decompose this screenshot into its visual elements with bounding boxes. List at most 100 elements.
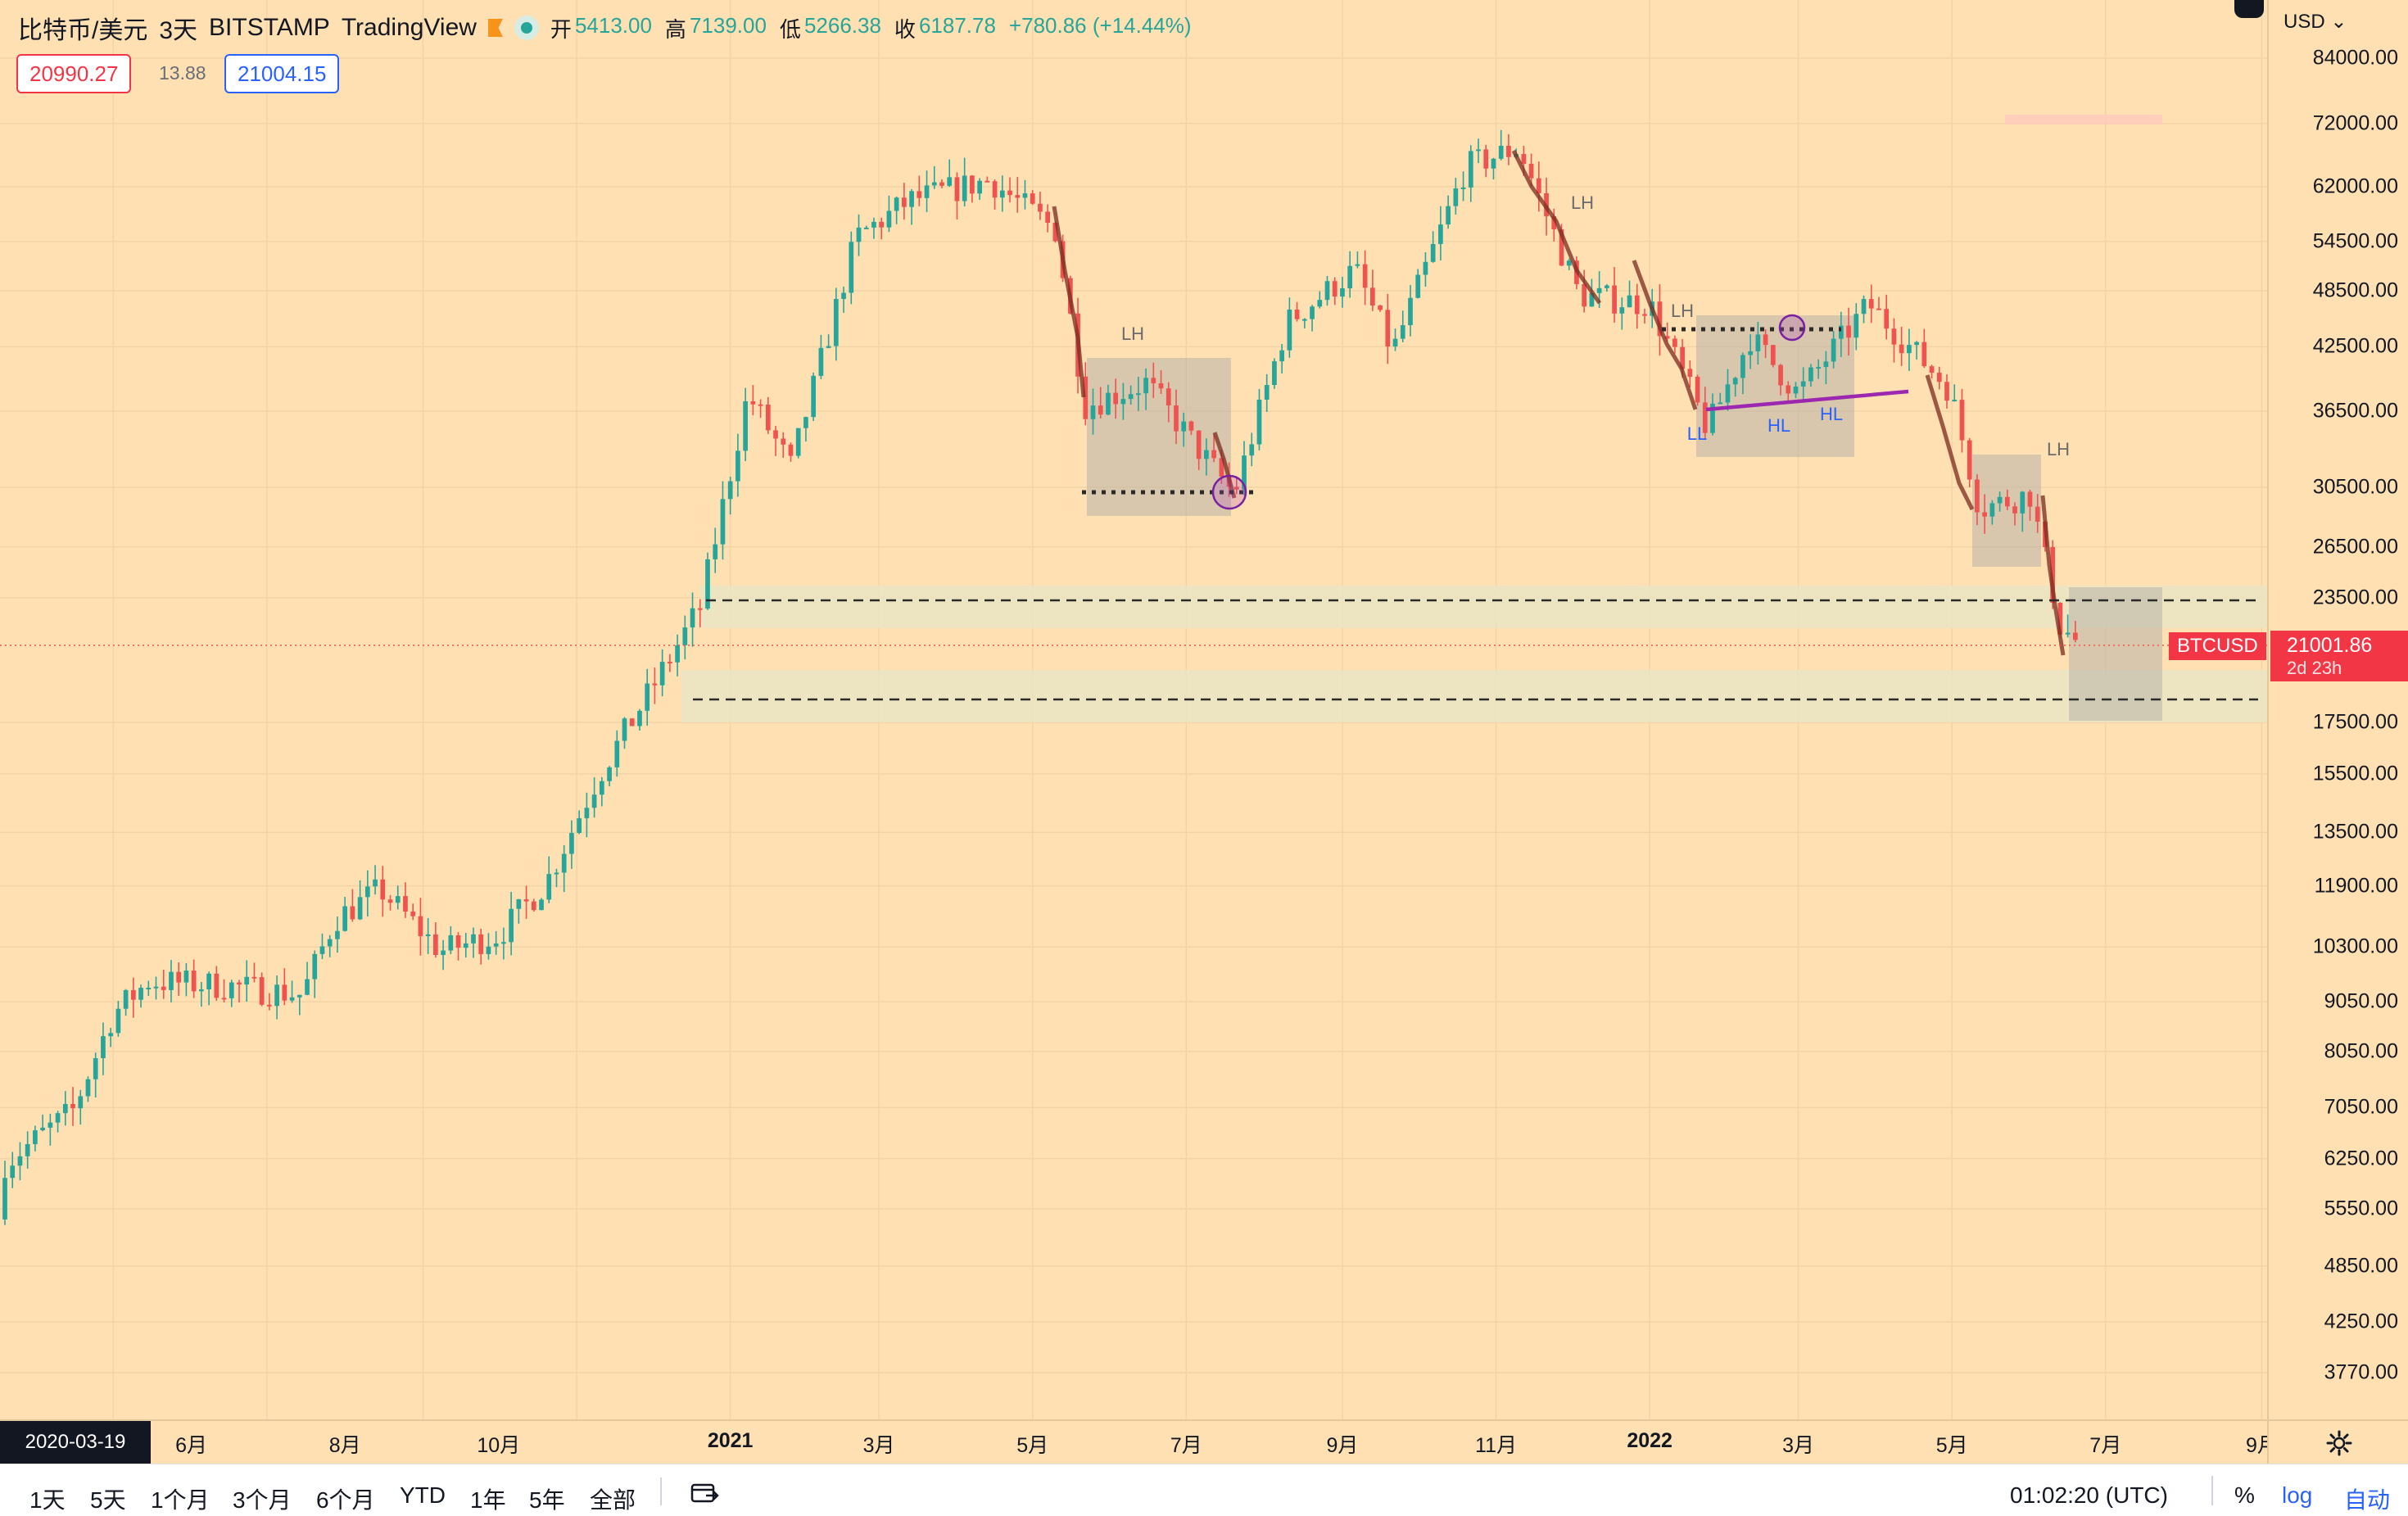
candle-body: [1823, 361, 1829, 368]
candle-body: [1702, 402, 1708, 433]
candle-body: [1347, 265, 1353, 289]
price-tick: 7050.00: [2324, 1095, 2398, 1119]
candle-body: [1876, 308, 1881, 310]
candle-body: [1340, 288, 1345, 297]
candle-body: [463, 943, 468, 948]
candle-body: [1188, 421, 1194, 431]
candle-body: [1256, 399, 1262, 445]
candle-body: [1907, 345, 1912, 354]
candle: [493, 930, 499, 955]
candle: [1551, 208, 1557, 242]
candle-body: [1483, 149, 1489, 169]
candle-body: [607, 767, 612, 781]
candlestick-chart[interactable]: LH LH LH LL HL HL LH: [0, 0, 2267, 1419]
candle-body: [1287, 309, 1292, 351]
price-axis[interactable]: USD ⌄ 84000.00 72000.00 62000.00 54500.00 48…: [2267, 0, 2408, 1419]
candle-body: [274, 984, 279, 1007]
candle: [1899, 326, 1904, 366]
candle-body: [554, 872, 559, 875]
candle-body: [1770, 345, 1776, 365]
auto-scale-button[interactable]: 自动: [2344, 1487, 2391, 1513]
candle: [1725, 369, 1731, 411]
candle-body: [531, 901, 536, 911]
candle-body: [705, 559, 710, 609]
candle: [161, 970, 166, 999]
candle: [871, 217, 876, 239]
candle-body: [93, 1058, 98, 1079]
candle-body: [1317, 300, 1323, 307]
interval-label[interactable]: 3天: [159, 17, 198, 44]
candle: [33, 1125, 38, 1152]
goto-date-icon[interactable]: [690, 1481, 719, 1505]
time-axis[interactable]: 2020-03-19 6月 8月 10月 2021 3月 5月 7月 9月 11月 2022 3月 5…: [0, 1419, 2278, 1465]
range-5y-button[interactable]: 5年: [529, 1487, 565, 1513]
range-3m-button[interactable]: 3个月: [233, 1487, 292, 1513]
candle-body: [1083, 376, 1089, 419]
range-ytd-button[interactable]: YTD: [400, 1482, 446, 1508]
range-1m-button[interactable]: 1个月: [151, 1487, 210, 1513]
utc-clock[interactable]: 01:02:20 (UTC): [2010, 1482, 2168, 1508]
candle-body: [1808, 367, 1813, 382]
candle: [1211, 435, 1216, 463]
candle: [2004, 489, 2010, 510]
log-scale-button[interactable]: log: [2282, 1482, 2313, 1508]
candles: [2, 129, 2078, 1225]
chart-pane[interactable]: LH LH LH LL HL HL LH 比特币/美元 3天 BITSTAMP Tradin…: [0, 0, 2267, 1419]
candle-body: [1476, 149, 1481, 152]
ask-price-box[interactable]: 21004.15: [224, 54, 340, 93]
candle: [1921, 328, 1927, 369]
collapse-icon[interactable]: [2234, 0, 2264, 18]
price-tick: 6250.00: [2324, 1147, 2398, 1170]
currency-selector[interactable]: USD ⌄: [2284, 10, 2347, 34]
gear-icon[interactable]: [2326, 1430, 2352, 1456]
candle: [1135, 377, 1141, 411]
candle-body: [1385, 310, 1391, 347]
candle: [289, 980, 295, 1003]
range-5d-button[interactable]: 5天: [90, 1487, 126, 1513]
candle-body: [736, 450, 740, 482]
range-1y-button[interactable]: 1年: [470, 1487, 506, 1513]
candle-body: [146, 987, 152, 989]
candle: [1385, 293, 1391, 364]
bid-price-box[interactable]: 20990.27: [16, 54, 132, 93]
candle-body: [1135, 393, 1141, 396]
candle: [931, 165, 937, 189]
candle-body: [1589, 292, 1595, 307]
percent-scale-button[interactable]: %: [2234, 1482, 2255, 1508]
candle: [425, 917, 431, 954]
candle: [1498, 129, 1504, 161]
candle: [1884, 294, 1890, 340]
candle: [1831, 331, 1836, 369]
candle: [335, 916, 340, 953]
candle: [1045, 204, 1051, 233]
candle: [1128, 385, 1134, 405]
candle-body: [1128, 394, 1134, 400]
candle-body: [161, 986, 166, 990]
candle-body: [1604, 285, 1609, 288]
range-1d-button[interactable]: 1天: [29, 1487, 66, 1513]
candle-body: [1362, 264, 1368, 288]
candle-body: [788, 444, 794, 456]
candle: [1453, 178, 1459, 215]
candle: [387, 894, 393, 911]
range-6m-button[interactable]: 6个月: [316, 1487, 375, 1513]
time-label: 11月: [1475, 1434, 1518, 1457]
candle: [954, 172, 960, 219]
candle-body: [410, 911, 416, 916]
candle: [40, 1114, 45, 1132]
candle: [1264, 373, 1270, 412]
candle: [259, 972, 265, 1007]
candle: [765, 396, 771, 434]
candle-body: [765, 404, 771, 431]
candle: [1324, 275, 1330, 306]
consolidation-box-2021: [1087, 358, 1231, 516]
symbol-name[interactable]: 比特币/美元: [18, 17, 148, 44]
cursor-date-label: 2020-03-19: [0, 1421, 151, 1465]
candle-body: [713, 544, 718, 559]
candle: [350, 889, 355, 922]
market-status-icon[interactable]: [514, 16, 539, 40]
candle-body: [357, 897, 363, 920]
candle-body: [1854, 314, 1859, 338]
candle-body: [509, 908, 514, 943]
range-all-button[interactable]: 全部: [590, 1487, 636, 1513]
